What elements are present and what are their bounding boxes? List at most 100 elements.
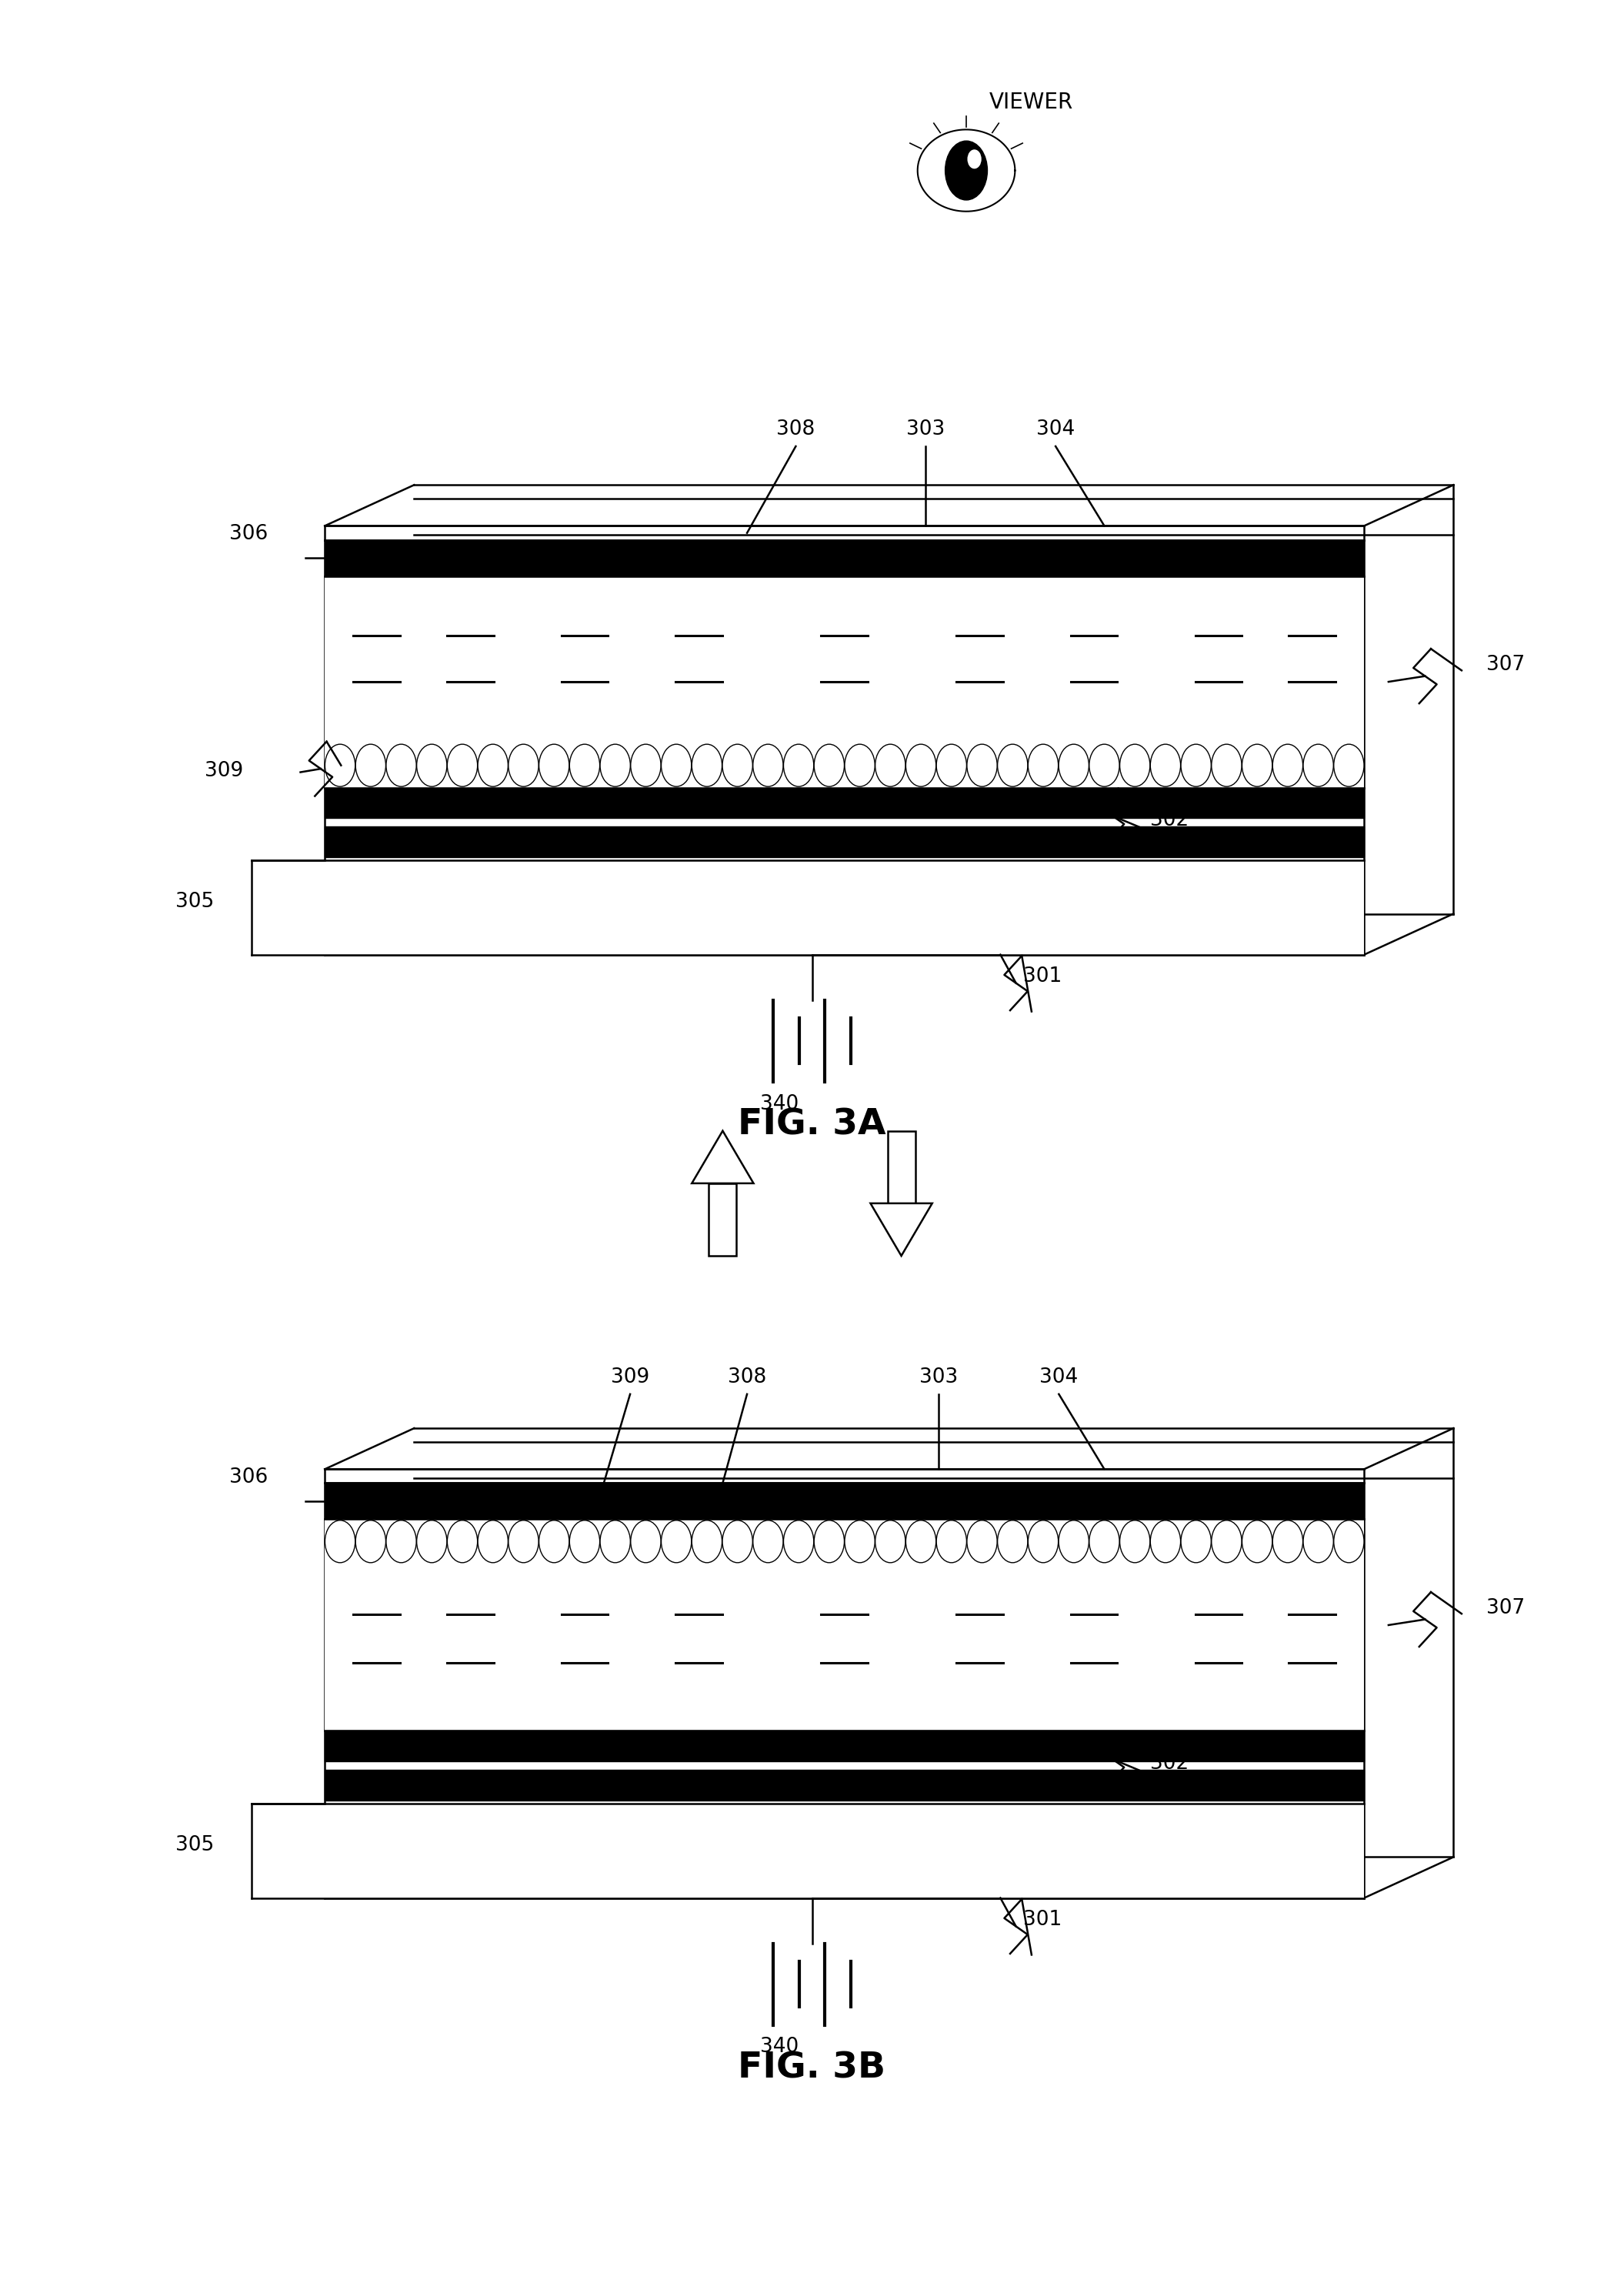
Circle shape — [968, 150, 981, 168]
Circle shape — [1273, 743, 1302, 786]
Bar — [325, 827, 1364, 857]
Circle shape — [1242, 1521, 1272, 1562]
Bar — [325, 789, 1364, 818]
Circle shape — [601, 743, 630, 786]
Text: 340: 340 — [760, 1093, 799, 1114]
Circle shape — [723, 743, 752, 786]
Circle shape — [630, 1521, 661, 1562]
Text: 308: 308 — [776, 421, 815, 439]
Polygon shape — [870, 1202, 932, 1255]
Text: 302: 302 — [1150, 1755, 1189, 1773]
Circle shape — [1028, 1521, 1059, 1562]
Bar — [887, 1132, 916, 1202]
Text: 340: 340 — [760, 2037, 799, 2057]
Bar — [252, 1802, 1364, 1898]
Circle shape — [601, 1521, 630, 1562]
Text: 306: 306 — [229, 1468, 268, 1487]
Circle shape — [539, 1521, 568, 1562]
Text: 308: 308 — [728, 1368, 767, 1387]
Circle shape — [937, 743, 966, 786]
Circle shape — [447, 743, 477, 786]
Text: 302: 302 — [1150, 811, 1189, 830]
Circle shape — [630, 743, 661, 786]
Circle shape — [875, 743, 906, 786]
Circle shape — [1181, 1521, 1212, 1562]
Circle shape — [1090, 1521, 1119, 1562]
Bar — [325, 1482, 1364, 1518]
Circle shape — [1028, 743, 1059, 786]
Circle shape — [937, 1521, 966, 1562]
Circle shape — [945, 141, 987, 200]
Text: 305: 305 — [175, 891, 214, 911]
Circle shape — [1150, 743, 1181, 786]
Circle shape — [356, 743, 387, 786]
Circle shape — [508, 1521, 539, 1562]
Circle shape — [661, 1521, 692, 1562]
Text: VIEWER: VIEWER — [989, 91, 1073, 114]
Circle shape — [570, 743, 599, 786]
Circle shape — [814, 1521, 844, 1562]
Circle shape — [1212, 743, 1242, 786]
Circle shape — [1059, 1521, 1088, 1562]
Circle shape — [1150, 1521, 1181, 1562]
Circle shape — [906, 743, 935, 786]
Text: 309: 309 — [205, 761, 244, 782]
Circle shape — [1242, 743, 1272, 786]
Circle shape — [783, 743, 814, 786]
Circle shape — [1333, 743, 1364, 786]
Circle shape — [1302, 743, 1333, 786]
Circle shape — [447, 1521, 477, 1562]
Circle shape — [692, 1521, 723, 1562]
Text: 306: 306 — [229, 525, 268, 543]
Circle shape — [356, 1521, 387, 1562]
Circle shape — [966, 743, 997, 786]
Text: 305: 305 — [175, 1834, 214, 1855]
Circle shape — [1121, 1521, 1150, 1562]
Text: 307: 307 — [1486, 1598, 1525, 1618]
Circle shape — [477, 1521, 508, 1562]
Circle shape — [844, 743, 875, 786]
Circle shape — [754, 743, 783, 786]
Circle shape — [570, 1521, 599, 1562]
Text: FIG. 3B: FIG. 3B — [737, 2050, 887, 2087]
Circle shape — [844, 1521, 875, 1562]
Circle shape — [723, 1521, 752, 1562]
Circle shape — [754, 1521, 783, 1562]
Bar — [325, 1732, 1364, 1762]
Circle shape — [387, 743, 416, 786]
Circle shape — [1333, 1521, 1364, 1562]
Circle shape — [1121, 743, 1150, 786]
Bar — [325, 575, 1364, 789]
Text: FIG. 3A: FIG. 3A — [737, 1107, 887, 1143]
Circle shape — [1090, 743, 1119, 786]
Circle shape — [966, 1521, 997, 1562]
Circle shape — [875, 1521, 906, 1562]
Text: 309: 309 — [611, 1368, 650, 1387]
Circle shape — [783, 1521, 814, 1562]
Circle shape — [692, 743, 723, 786]
Circle shape — [325, 743, 356, 786]
Circle shape — [997, 743, 1028, 786]
Text: 304: 304 — [1039, 1368, 1078, 1387]
Bar — [325, 539, 1364, 575]
Circle shape — [906, 1521, 935, 1562]
Circle shape — [539, 743, 568, 786]
Circle shape — [814, 743, 844, 786]
Text: 301: 301 — [1023, 966, 1062, 986]
Circle shape — [1181, 743, 1212, 786]
Circle shape — [417, 1521, 447, 1562]
Circle shape — [417, 743, 447, 786]
Circle shape — [661, 743, 692, 786]
Bar — [708, 1184, 737, 1255]
Circle shape — [508, 743, 539, 786]
Circle shape — [1273, 1521, 1302, 1562]
Text: 301: 301 — [1023, 1909, 1062, 1930]
Circle shape — [997, 1521, 1028, 1562]
Text: 304: 304 — [1036, 421, 1075, 439]
Circle shape — [325, 1521, 356, 1562]
Text: 307: 307 — [1486, 655, 1525, 675]
Circle shape — [387, 1521, 416, 1562]
Text: 303: 303 — [906, 421, 945, 439]
Bar — [325, 1518, 1364, 1732]
Circle shape — [1059, 743, 1088, 786]
